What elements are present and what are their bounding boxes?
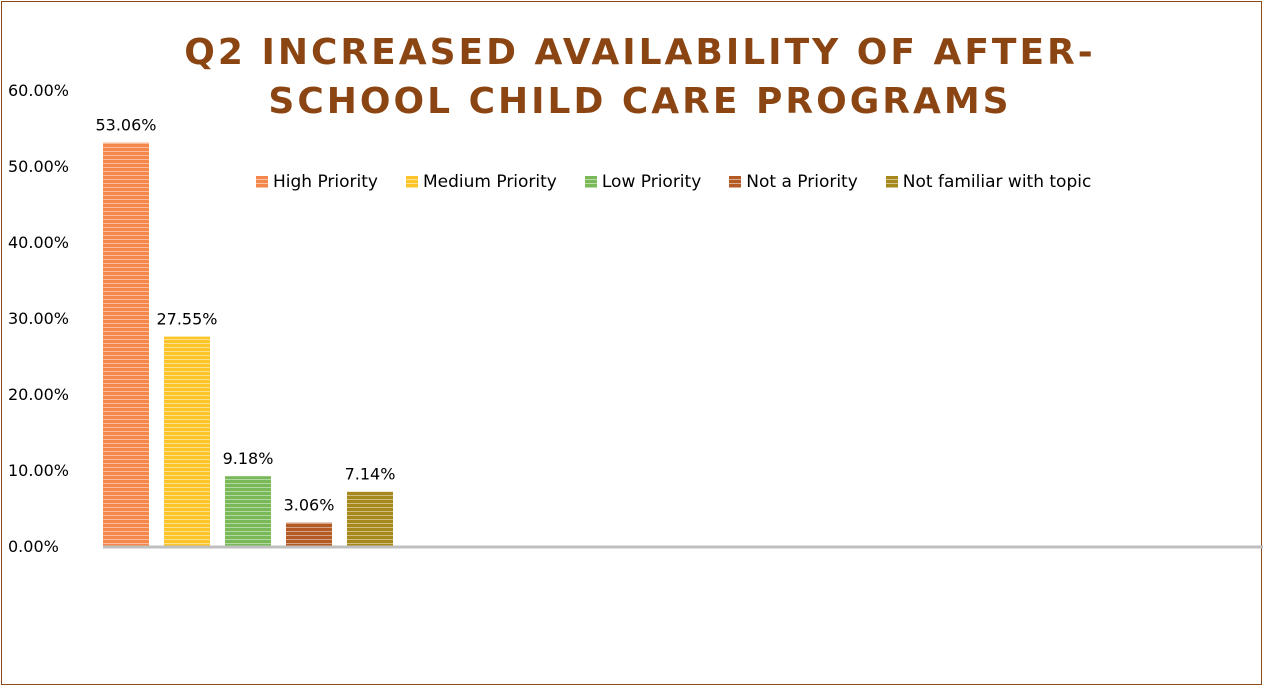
legend-label: Low Priority — [601, 172, 702, 192]
bar-not-a-priority — [286, 522, 332, 546]
chart-title-line-1: Q2 INCREASED AVAILABILITY OF AFTER- — [184, 32, 1096, 73]
y-tick-label: 40.00% — [8, 233, 69, 252]
y-tick-label: 20.00% — [8, 385, 69, 404]
y-axis-ticks: 0.00% 10.00% 20.00% 30.00% 40.00% 50.00% 60.00… — [8, 81, 69, 556]
legend-label: Medium Priority — [422, 172, 557, 192]
legend-label: Not a Priority — [746, 172, 858, 192]
legend-swatch — [584, 176, 597, 188]
legend-item: Low Priority — [584, 172, 702, 192]
legend-swatch — [885, 176, 898, 188]
legend-item: Not familiar with topic — [885, 172, 1092, 192]
legend-item: Medium Priority — [405, 172, 557, 192]
bars — [103, 142, 393, 546]
bar-low-priority — [225, 476, 271, 546]
legend-swatch — [256, 176, 268, 188]
y-tick-label: 30.00% — [8, 309, 69, 328]
data-label: 3.06% — [284, 496, 335, 515]
y-tick-label: 50.00% — [8, 157, 69, 176]
bar-high-priority — [103, 142, 149, 546]
data-label: 7.14% — [345, 465, 396, 484]
legend-swatch — [405, 176, 418, 188]
chart-title: Q2 INCREASED AVAILABILITY OF AFTER- SCHO… — [140, 28, 1140, 126]
bar-medium-priority — [164, 336, 210, 546]
legend-item: High Priority — [256, 172, 378, 192]
legend-item: Not a Priority — [729, 172, 858, 192]
y-tick-label: 60.00% — [8, 81, 69, 100]
legend-label: High Priority — [273, 172, 378, 192]
legend-swatch — [729, 176, 742, 188]
data-label: 53.06% — [95, 116, 156, 135]
data-label: 27.55% — [156, 310, 217, 329]
data-labels: 53.06% 27.55% 9.18% 3.06% 7.14% — [95, 116, 395, 515]
y-tick-label: 0.00% — [8, 537, 59, 556]
data-label: 9.18% — [223, 449, 274, 468]
chart-title-line-2: SCHOOL CHILD CARE PROGRAMS — [268, 81, 1012, 122]
bar-not-familiar-with-topic — [347, 491, 393, 546]
legend: High Priority Medium Priority Low Priority… — [256, 170, 1091, 194]
y-tick-label: 10.00% — [8, 461, 69, 480]
legend-label: Not familiar with topic — [902, 172, 1092, 192]
